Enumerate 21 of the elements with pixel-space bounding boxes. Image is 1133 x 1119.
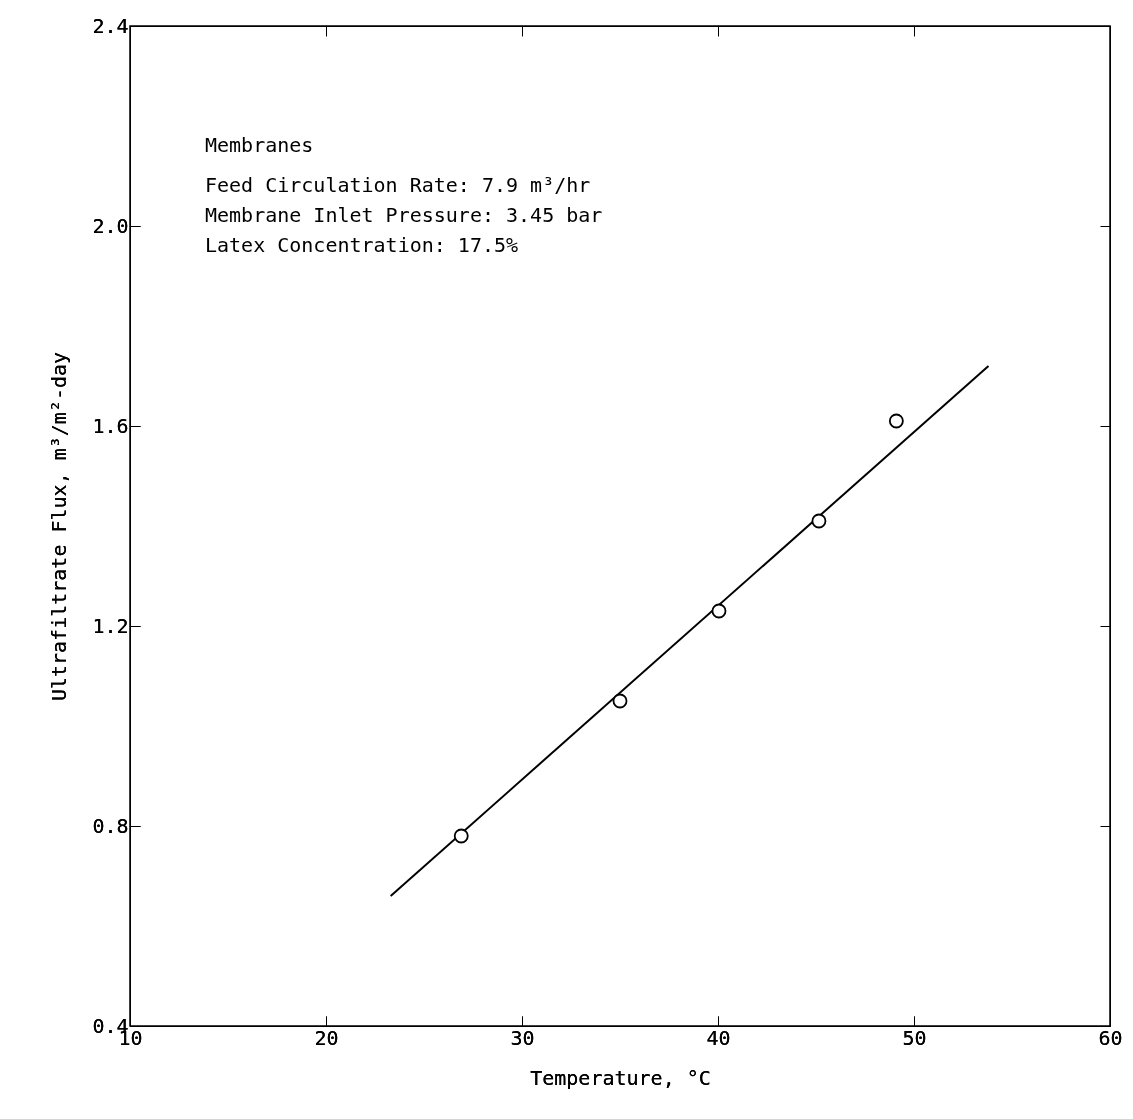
y-tick-label: 1.6 xyxy=(92,413,129,438)
annotation: Latex Concentration: 17.5% xyxy=(205,233,519,257)
x-tick-label: 40 xyxy=(706,1025,731,1050)
point xyxy=(811,513,827,529)
x-tick-label: 30 xyxy=(510,1025,535,1050)
point xyxy=(888,413,904,429)
y-axis-title: Ultrafiltrate Flux, m³/m²-day xyxy=(47,351,72,702)
x-tick-label: 20 xyxy=(314,1025,339,1050)
x-tick-label: 60 xyxy=(1098,1025,1123,1050)
point xyxy=(711,603,727,619)
annotation: Membrane Inlet Pressure: 3.45 bar xyxy=(205,203,603,227)
x-tick-label: 50 xyxy=(902,1025,927,1050)
point xyxy=(453,828,469,844)
x-axis-title: Temperature, °C xyxy=(530,1065,711,1090)
y-tick-label: 2.0 xyxy=(92,213,129,238)
y-tick-label: 0.8 xyxy=(92,813,129,838)
y-tick-label: 1.2 xyxy=(92,613,129,638)
annotation: Membranes xyxy=(205,133,314,157)
y-tick-label: 2.4 xyxy=(92,13,129,38)
point xyxy=(612,693,628,709)
annotation: Feed Circulation Rate: 7.9 m³/hr xyxy=(205,173,591,197)
